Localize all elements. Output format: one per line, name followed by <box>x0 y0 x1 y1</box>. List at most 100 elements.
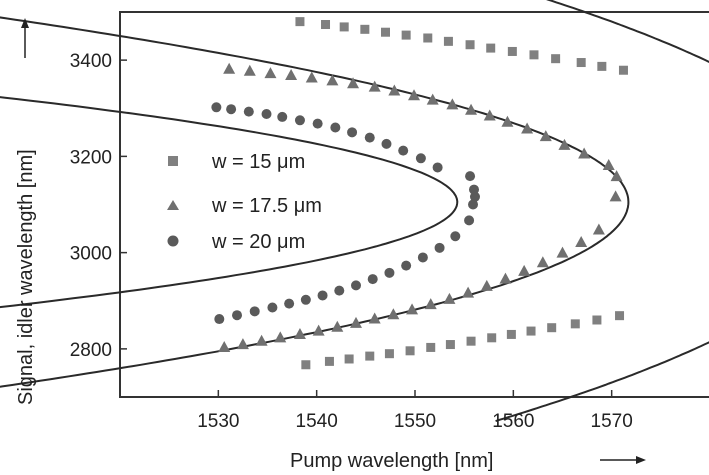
data-point-triangle <box>556 246 569 258</box>
data-point-square <box>615 311 625 321</box>
legend-triangle-marker <box>167 200 179 210</box>
data-point-triangle <box>305 71 318 83</box>
data-point-circle <box>277 111 288 122</box>
data-point-triangle <box>331 320 344 332</box>
data-point-triangle <box>274 331 287 343</box>
x-tick-label: 1550 <box>394 411 436 432</box>
fit-curves <box>0 0 709 423</box>
data-point-square <box>360 24 370 34</box>
legend-square-marker <box>168 156 178 166</box>
x-tick-label: 1530 <box>197 411 239 432</box>
data-point-circle <box>468 199 479 210</box>
x-tick-label: 1540 <box>296 411 338 432</box>
x-tick-label: 1570 <box>591 411 633 432</box>
data-point-square <box>597 61 607 71</box>
data-point-triangle <box>462 286 475 298</box>
data-point-circle <box>384 267 395 278</box>
data-point-triangle <box>368 80 381 92</box>
data-point-square <box>592 315 602 325</box>
data-point-triangle <box>578 147 591 159</box>
data-point-triangle <box>255 334 268 346</box>
data-point-circle <box>232 310 243 321</box>
data-markers <box>211 17 628 370</box>
data-point-circle <box>211 102 222 113</box>
data-point-square <box>526 326 536 336</box>
data-point-triangle <box>480 279 493 291</box>
data-point-triangle <box>218 340 231 352</box>
data-point-triangle <box>521 122 534 134</box>
data-point-square <box>423 33 433 43</box>
y-tick-label: 3400 <box>70 51 112 72</box>
x-axis-label: Pump wavelength [nm] <box>290 450 493 472</box>
y-tick-label: 3000 <box>70 244 112 265</box>
data-point-circle <box>243 106 254 117</box>
data-point-triangle <box>408 89 421 101</box>
data-point-circle <box>334 285 345 296</box>
y-tick-label: 3200 <box>70 147 112 168</box>
data-point-triangle <box>326 74 339 86</box>
data-point-circle <box>317 290 328 301</box>
data-point-circle <box>401 260 412 271</box>
y-axis-arrow <box>21 18 29 58</box>
data-point-triangle <box>575 236 588 248</box>
data-point-triangle <box>499 272 512 284</box>
data-point-circle <box>351 280 361 291</box>
data-point-circle <box>367 274 378 285</box>
data-point-circle <box>330 122 341 133</box>
data-point-circle <box>381 138 392 149</box>
data-point-square <box>405 346 415 356</box>
data-point-circle <box>432 162 443 173</box>
data-point-square <box>576 58 586 68</box>
y-axis-label: Signal, idler wavelength [nm] <box>15 149 37 405</box>
data-point-triangle <box>610 170 623 182</box>
fit-curve-1 <box>495 0 709 423</box>
data-point-triangle <box>312 324 325 336</box>
data-point-circle <box>267 302 278 313</box>
x-axis-ticks: 1530 1540 1550 1560 1570 <box>197 390 633 432</box>
data-point-circle <box>469 191 480 202</box>
data-point-square <box>487 333 497 343</box>
data-point-square <box>301 360 311 370</box>
data-point-triangle <box>536 256 549 268</box>
data-point-circle <box>450 231 461 242</box>
data-point-triangle <box>609 190 622 202</box>
data-point-square <box>344 354 354 364</box>
data-point-square <box>465 40 475 50</box>
data-point-circle <box>294 115 305 126</box>
data-point-triangle <box>446 98 459 110</box>
data-point-square <box>507 46 517 56</box>
x-tick-label: 1560 <box>492 411 534 432</box>
y-axis-ticks: 2800 3000 3200 3400 <box>70 51 127 361</box>
legend-label-1: w = 15 μm <box>211 151 305 173</box>
data-point-circle <box>214 314 225 325</box>
data-point-square <box>486 43 496 53</box>
data-point-circle <box>249 306 260 317</box>
data-point-triangle <box>539 130 552 142</box>
data-point-triangle <box>443 292 456 304</box>
data-point-square <box>466 336 476 346</box>
data-point-circle <box>398 145 409 156</box>
fit-curve-3 <box>0 96 459 309</box>
data-point-square <box>321 20 331 30</box>
data-point-circle <box>415 153 426 164</box>
data-point-triangle <box>285 69 298 81</box>
data-point-square <box>551 54 561 64</box>
data-point-circle <box>464 215 475 226</box>
y-tick-label: 2800 <box>70 340 112 361</box>
data-point-circle <box>347 127 358 138</box>
data-point-circle <box>261 109 272 120</box>
data-point-triangle <box>264 67 277 79</box>
data-point-square <box>618 65 628 75</box>
data-point-triangle <box>388 84 401 96</box>
data-point-circle <box>417 252 428 263</box>
data-point-square <box>506 329 516 339</box>
data-point-triangle <box>426 93 439 105</box>
data-point-square <box>547 323 557 333</box>
data-point-square <box>426 342 436 352</box>
data-point-circle <box>465 171 476 182</box>
data-point-square <box>401 30 411 40</box>
data-point-triangle <box>424 298 437 310</box>
fit-curve-2 <box>0 16 630 388</box>
data-point-triangle <box>501 115 514 127</box>
